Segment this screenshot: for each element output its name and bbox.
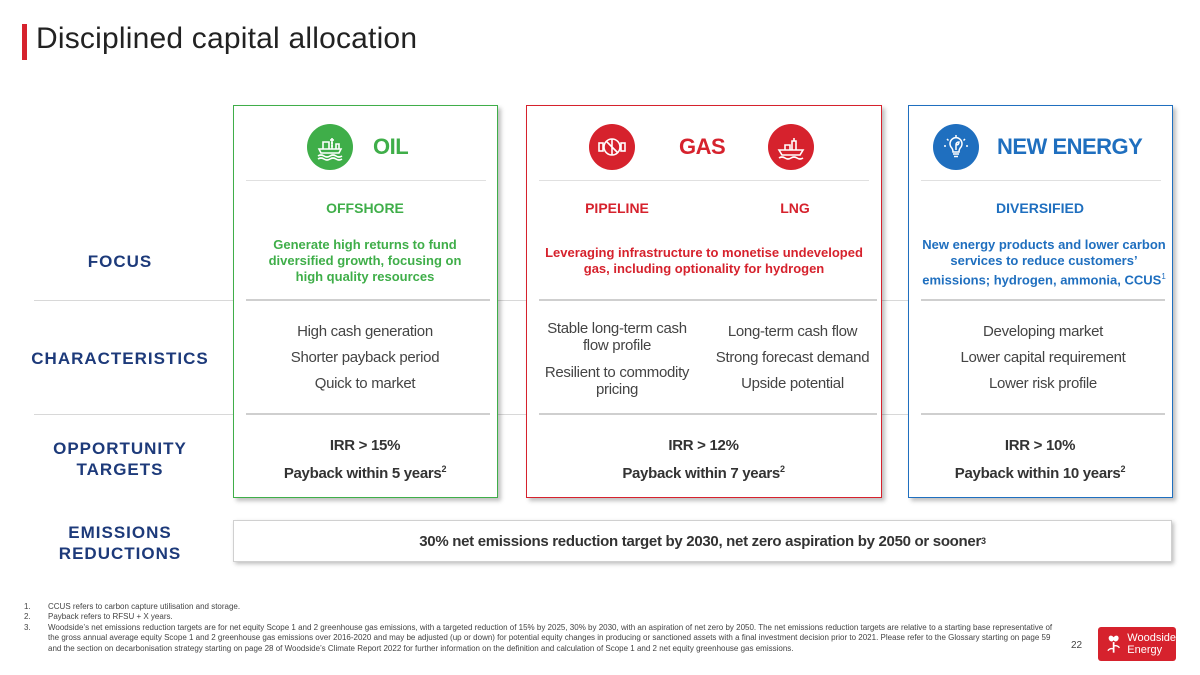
logo-line: Energy	[1127, 644, 1163, 656]
lightbulb-leaf-icon	[933, 124, 979, 170]
characteristic-item: Stable long-term cash flow profile	[547, 320, 687, 354]
characteristic-item: Lower risk profile	[989, 375, 1097, 392]
oil-title: OIL	[373, 134, 409, 159]
gas-focus: Leveraging infrastructure to monetise un…	[545, 245, 863, 276]
new-energy-characteristics: Developing market Lower capital requirem…	[909, 319, 1177, 397]
logo-line: Woodside	[1127, 632, 1176, 644]
oil-focus: Generate high returns to fund diversifie…	[268, 237, 462, 284]
characteristic-item: Resilient to commodity pricing	[544, 364, 690, 398]
new-energy-focus: New energy products and lower carbon ser…	[919, 237, 1169, 288]
new-energy-card: NEW ENERGY DIVERSIFIED New energy produc…	[908, 105, 1173, 498]
emissions-text: 30% net emissions reduction target by 20…	[419, 532, 981, 550]
footnote-text: Payback refers to RFSU + X years.	[48, 612, 173, 622]
woodside-logo-icon	[1107, 635, 1120, 653]
footnote-ref: 2	[441, 464, 447, 474]
gas-irr: IRR > 12%	[668, 437, 739, 454]
footnote-ref: 2	[1120, 464, 1126, 474]
gas-title: GAS	[679, 134, 726, 159]
logo-text: Woodside Energy	[1127, 632, 1176, 656]
gas-payback: Payback within 7 years2	[527, 464, 880, 482]
footnote-ref: 2	[779, 464, 785, 474]
row-label-opportunity-targets: OPPORTUNITY TARGETS	[20, 438, 220, 480]
footnote-ref: 1	[1161, 272, 1166, 281]
characteristic-item: Lower capital requirement	[960, 349, 1126, 366]
oil-card: OIL OFFSHORE Generate high returns to fu…	[233, 105, 498, 498]
oil-subtitle: OFFSHORE	[326, 200, 404, 216]
row-label-emissions-reductions: EMISSIONS REDUCTIONS	[20, 522, 220, 564]
oil-irr: IRR > 15%	[329, 437, 401, 454]
footnote: 2. Payback refers to RFSU + X years.	[24, 612, 1064, 622]
card-divider	[921, 413, 1165, 415]
row-label-line: TARGETS	[76, 460, 164, 479]
gas-card: GAS PIPELINE LNG Leveraging infrastructu…	[526, 105, 882, 498]
card-divider	[921, 180, 1161, 181]
row-label-focus: FOCUS	[87, 252, 153, 271]
offshore-platform-icon	[307, 124, 353, 170]
pipeline-valve-icon	[589, 124, 635, 170]
gas-subtitle-lng: LNG	[780, 200, 810, 216]
card-divider	[246, 180, 486, 181]
characteristic-item: Shorter payback period	[290, 349, 440, 366]
gas-characteristics-pipeline: Stable long-term cash flow profile Resil…	[537, 320, 697, 404]
row-label-line: OPPORTUNITY	[53, 439, 187, 458]
characteristic-item: Quick to market	[314, 375, 416, 392]
focus-text: New energy products and lower carbon ser…	[922, 237, 1166, 288]
page-title: Disciplined capital allocation	[36, 22, 418, 55]
characteristic-item: High cash generation	[297, 323, 433, 340]
card-divider	[246, 413, 490, 415]
oil-characteristics: High cash generation Shorter payback per…	[234, 319, 496, 397]
new-energy-title: NEW ENERGY	[997, 134, 1143, 159]
card-divider	[539, 299, 877, 301]
new-energy-irr: IRR > 10%	[1004, 437, 1076, 454]
footnote-number: 1.	[24, 602, 31, 611]
row-label-line: EMISSIONS	[68, 523, 172, 542]
payback-text: Payback within 5 years	[283, 465, 442, 482]
characteristic-item: Long-term cash flow	[727, 323, 858, 340]
characteristic-item: Upside potential	[741, 375, 844, 392]
footnote-number: 3.	[24, 622, 31, 632]
footnotes: 1. CCUS refers to carbon capture utilisa…	[24, 602, 1064, 654]
card-divider	[539, 413, 877, 415]
footnote: 3. Woodside’s net emissions reduction ta…	[24, 623, 1064, 654]
payback-text: Payback within 10 years	[954, 465, 1121, 482]
card-divider	[246, 299, 490, 301]
footnote-ref: 3	[981, 536, 986, 546]
row-label-characteristics: CHARACTERISTICS	[31, 349, 209, 368]
card-divider	[539, 180, 869, 181]
woodside-logo: Woodside Energy	[1098, 627, 1176, 661]
characteristic-item: Developing market	[983, 323, 1103, 340]
gas-characteristics-lng: Long-term cash flow Strong forecast dema…	[705, 319, 880, 397]
emissions-target-box: 30% net emissions reduction target by 20…	[233, 520, 1172, 562]
footnote-text: Woodside’s net emissions reduction targe…	[48, 622, 1053, 653]
lng-ship-icon	[768, 124, 814, 170]
page-number: 22	[1071, 640, 1083, 651]
card-divider	[921, 299, 1165, 301]
oil-payback: Payback within 5 years2	[234, 464, 496, 482]
row-label-line: REDUCTIONS	[58, 544, 182, 563]
characteristic-item: Strong forecast demand	[715, 349, 870, 366]
gas-subtitle-pipeline: PIPELINE	[585, 200, 649, 216]
footnote-text: CCUS refers to carbon capture utilisatio…	[48, 602, 241, 611]
new-energy-payback: Payback within 10 years2	[909, 464, 1171, 482]
payback-text: Payback within 7 years	[622, 465, 780, 482]
title-accent-bar	[22, 24, 27, 60]
footnote-number: 2.	[24, 612, 31, 622]
footnote: 1. CCUS refers to carbon capture utilisa…	[24, 602, 1064, 612]
new-energy-subtitle: DIVERSIFIED	[996, 200, 1084, 216]
